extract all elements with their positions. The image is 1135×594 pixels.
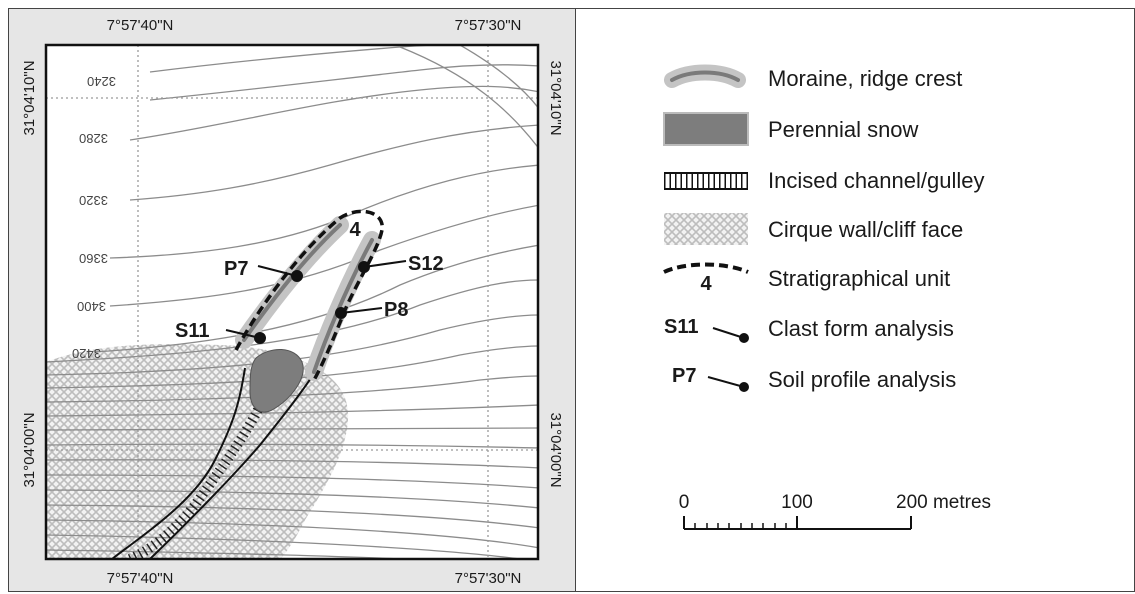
- lat-label-right-top: 31°04'10"N: [547, 60, 564, 135]
- lat-label-left-bottom: 31°04'00"N: [21, 412, 38, 487]
- scale-label-200: 200 metres: [896, 492, 991, 513]
- contour-label: 3320: [79, 193, 108, 208]
- clast-form-icon: S11: [664, 316, 749, 343]
- legend-clast-symbol: S11: [664, 316, 698, 338]
- legend-label-cirque: Cirque wall/cliff face: [768, 217, 963, 242]
- unit-label: 4: [349, 219, 361, 241]
- stratigraphical-unit-icon: 4: [663, 262, 749, 295]
- perennial-snow-patch: [249, 349, 304, 413]
- site-label-s12: S12: [408, 253, 444, 275]
- site-markers: [225, 260, 407, 344]
- legend-label-moraine: Moraine, ridge crest: [768, 66, 962, 91]
- cirque-wall-icon: [664, 213, 748, 245]
- stratigraphical-unit-boundary: [234, 209, 384, 383]
- site-label-p7: P7: [224, 258, 248, 280]
- contour-label: 3280: [79, 131, 108, 146]
- legend: Moraine, ridge crest Perennial snow Inci…: [663, 64, 984, 392]
- scale-label-100: 100: [781, 492, 813, 513]
- incised-channel-icon: [664, 172, 748, 190]
- contour-label: 3400: [77, 299, 106, 314]
- lon-label-top-left: 7°57'40"N: [107, 17, 174, 34]
- contour-lines: [46, 45, 538, 559]
- contour-label: 3420: [72, 346, 101, 361]
- legend-label-channel: Incised channel/gulley: [768, 168, 984, 193]
- lat-label-right-bottom: 31°04'00"N: [547, 412, 564, 487]
- moraine-ridge-crest-icon: [664, 64, 746, 88]
- contour-labels: 3240 3280 3320 3360 3400 3420: [72, 74, 116, 361]
- soil-profile-icon: P7: [672, 365, 749, 392]
- incised-channel: [111, 367, 316, 559]
- lon-label-top-right: 7°57'30"N: [455, 17, 522, 34]
- scale-bar: 0 100 200 metres: [679, 492, 991, 530]
- contour-label: 3360: [79, 251, 108, 266]
- legend-label-clast: Clast form analysis: [768, 316, 954, 341]
- site-label-s11: S11: [175, 320, 209, 342]
- legend-label-stratigraphical: Stratigraphical unit: [768, 266, 950, 291]
- perennial-snow-icon: [663, 112, 749, 146]
- legend-soil-symbol: P7: [672, 365, 696, 387]
- graticule-lines: [46, 45, 538, 559]
- lon-label-bottom-right: 7°57'30"N: [455, 570, 522, 587]
- map-area: 3240 3280 3320 3360 3400 3420 4 P7 S12 P…: [44, 43, 540, 561]
- legend-label-snow: Perennial snow: [768, 117, 919, 142]
- legend-unit-symbol: 4: [700, 273, 712, 295]
- site-label-p8: P8: [384, 299, 408, 321]
- scale-label-0: 0: [679, 492, 690, 513]
- map-border: [44, 43, 540, 561]
- legend-label-soil: Soil profile analysis: [768, 367, 956, 392]
- lat-label-left-top: 31°04'10"N: [21, 60, 38, 135]
- lon-label-bottom-left: 7°57'40"N: [107, 570, 174, 587]
- contour-label: 3240: [87, 74, 116, 89]
